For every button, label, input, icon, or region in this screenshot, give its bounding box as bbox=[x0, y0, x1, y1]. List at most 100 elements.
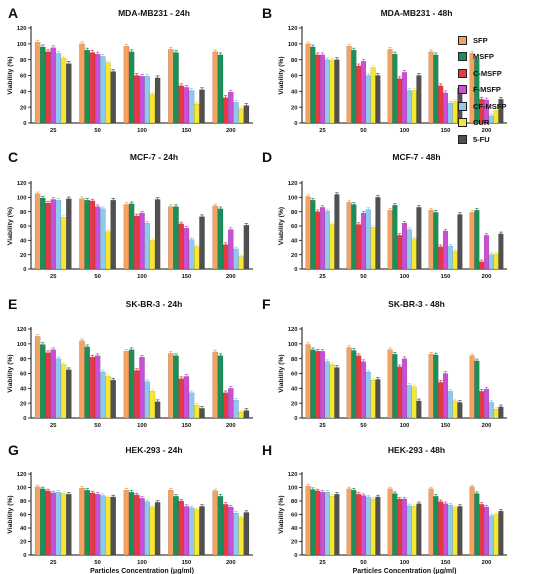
x-tick-label-d: 100 bbox=[400, 274, 410, 280]
y-tick-label-f: 40 bbox=[291, 387, 297, 393]
bar-c-5-fu-150 bbox=[199, 216, 205, 270]
legend-swatch bbox=[458, 134, 467, 144]
bar-e-cur-25 bbox=[60, 364, 67, 419]
bar-e-cf-msfp-150 bbox=[188, 392, 195, 419]
bar-c-cur-150 bbox=[194, 246, 200, 270]
bar-g-msfp-100 bbox=[128, 492, 135, 556]
legend-label: C-MSFP bbox=[473, 68, 502, 78]
x-tick-label-e: 100 bbox=[137, 423, 147, 429]
legend-swatch bbox=[458, 101, 467, 111]
bar-h-cur-100 bbox=[411, 506, 417, 556]
bar-c-5-fu-25 bbox=[66, 198, 72, 270]
bar-f-5-fu-100 bbox=[416, 400, 422, 419]
y-axis-label-c: Viability (%) bbox=[7, 207, 14, 245]
bar-d-msfp-25 bbox=[310, 200, 316, 270]
bar-e-f-msfp-100 bbox=[139, 357, 145, 419]
y-axis-label-e: Viability (%) bbox=[7, 354, 14, 392]
bar-f-sfp-150 bbox=[428, 354, 434, 419]
bar-b-msfp-25 bbox=[310, 46, 316, 124]
bar-g-f-msfp-100 bbox=[139, 498, 145, 556]
bar-e-cf-msfp-200 bbox=[233, 400, 239, 419]
x-tick-label-f: 100 bbox=[400, 423, 410, 429]
bar-d-sfp-50 bbox=[346, 202, 352, 270]
y-tick-label-c: 20 bbox=[20, 253, 26, 259]
x-tick-label-e: 150 bbox=[182, 423, 192, 429]
bar-h-msfp-25 bbox=[310, 489, 316, 556]
bar-d-sfp-100 bbox=[387, 210, 393, 270]
bar-f-5-fu-50 bbox=[375, 379, 381, 419]
bar-d-cur-150 bbox=[452, 250, 458, 270]
legend-label: 5-FU bbox=[473, 134, 490, 144]
legend-item: 5-FU bbox=[458, 131, 548, 148]
bar-f-c-msfp-150 bbox=[438, 382, 444, 419]
bar-f-msfp-200 bbox=[474, 360, 480, 419]
bar-a-c-msfp-25 bbox=[45, 51, 51, 124]
y-tick-label-c: 0 bbox=[23, 267, 26, 273]
x-tick-label-b: 100 bbox=[400, 128, 410, 134]
bar-e-sfp-25 bbox=[34, 336, 41, 419]
bar-a-5-fu-150 bbox=[199, 89, 205, 124]
bar-a-cur-25 bbox=[60, 57, 67, 124]
legend-swatch bbox=[458, 118, 467, 128]
bar-g-c-msfp-100 bbox=[134, 494, 140, 556]
bar-e-msfp-100 bbox=[128, 349, 135, 419]
bar-a-c-msfp-200 bbox=[222, 97, 229, 124]
x-tick-label-f: 50 bbox=[360, 423, 366, 429]
bar-h-c-msfp-150 bbox=[438, 501, 444, 556]
bar-e-c-msfp-200 bbox=[222, 392, 229, 419]
bar-c-5-fu-200 bbox=[243, 225, 250, 270]
bar-e-msfp-200 bbox=[217, 355, 224, 419]
bar-b-5-fu-50 bbox=[375, 75, 381, 124]
legend-item: F-MSFP bbox=[458, 82, 548, 99]
bar-f-cf-msfp-150 bbox=[447, 391, 453, 419]
bar-d-cur-100 bbox=[411, 238, 417, 270]
bar-c-msfp-200 bbox=[217, 208, 224, 270]
bar-g-f-msfp-150 bbox=[183, 506, 190, 556]
bar-d-cf-msfp-25 bbox=[324, 210, 330, 270]
bar-c-5-fu-100 bbox=[154, 199, 161, 270]
y-tick-label-g: 120 bbox=[17, 472, 27, 478]
y-tick-label-e: 20 bbox=[20, 401, 26, 407]
y-axis-label-a: Viability (%) bbox=[7, 56, 14, 94]
bar-a-c-msfp-100 bbox=[134, 75, 140, 124]
chart-title-g: HEK-293 - 24h bbox=[125, 445, 182, 455]
bar-b-f-msfp-150 bbox=[442, 92, 449, 124]
y-tick-label-e: 60 bbox=[20, 372, 26, 378]
bar-f-c-msfp-50 bbox=[356, 355, 362, 419]
bar-b-f-msfp-25 bbox=[319, 54, 326, 124]
x-tick-label-h: 200 bbox=[482, 560, 492, 566]
bar-g-cur-25 bbox=[60, 493, 67, 556]
y-tick-label-c: 60 bbox=[20, 224, 26, 230]
y-tick-label-e: 80 bbox=[20, 357, 26, 363]
bar-h-sfp-200 bbox=[469, 486, 475, 556]
legend-label: CF-MSFP bbox=[473, 101, 507, 111]
y-tick-label-d: 20 bbox=[291, 253, 297, 259]
y-tick-label-h: 0 bbox=[294, 553, 297, 559]
y-tick-label-h: 40 bbox=[291, 526, 297, 532]
bar-g-f-msfp-25 bbox=[50, 492, 56, 556]
bar-b-msfp-100 bbox=[392, 53, 398, 124]
x-tick-label-h: 100 bbox=[400, 560, 410, 566]
y-tick-label-a: 40 bbox=[20, 90, 26, 96]
y-tick-label-a: 120 bbox=[17, 26, 27, 32]
bar-c-f-msfp-150 bbox=[183, 227, 190, 270]
y-tick-label-f: 60 bbox=[291, 372, 297, 378]
bar-b-cf-msfp-150 bbox=[447, 103, 453, 124]
bar-e-c-msfp-25 bbox=[45, 352, 51, 419]
bar-e-5-fu-200 bbox=[243, 410, 250, 419]
panel-letter-e: E bbox=[8, 296, 17, 312]
y-axis-label-d: Viability (%) bbox=[278, 207, 285, 245]
bar-e-cur-200 bbox=[238, 411, 244, 419]
x-tick-label-f: 150 bbox=[441, 423, 451, 429]
y-tick-label-g: 20 bbox=[20, 540, 26, 546]
bar-f-msfp-25 bbox=[310, 349, 316, 419]
bar-a-sfp-150 bbox=[168, 49, 174, 124]
bar-b-cur-50 bbox=[370, 67, 376, 124]
bar-g-f-msfp-200 bbox=[228, 506, 234, 556]
bar-g-c-msfp-150 bbox=[178, 500, 184, 556]
bar-c-sfp-150 bbox=[168, 206, 174, 270]
bar-h-c-msfp-200 bbox=[479, 504, 485, 556]
legend-swatch bbox=[458, 68, 467, 78]
y-tick-label-f: 20 bbox=[291, 401, 297, 407]
bar-e-5-fu-50 bbox=[110, 380, 116, 419]
